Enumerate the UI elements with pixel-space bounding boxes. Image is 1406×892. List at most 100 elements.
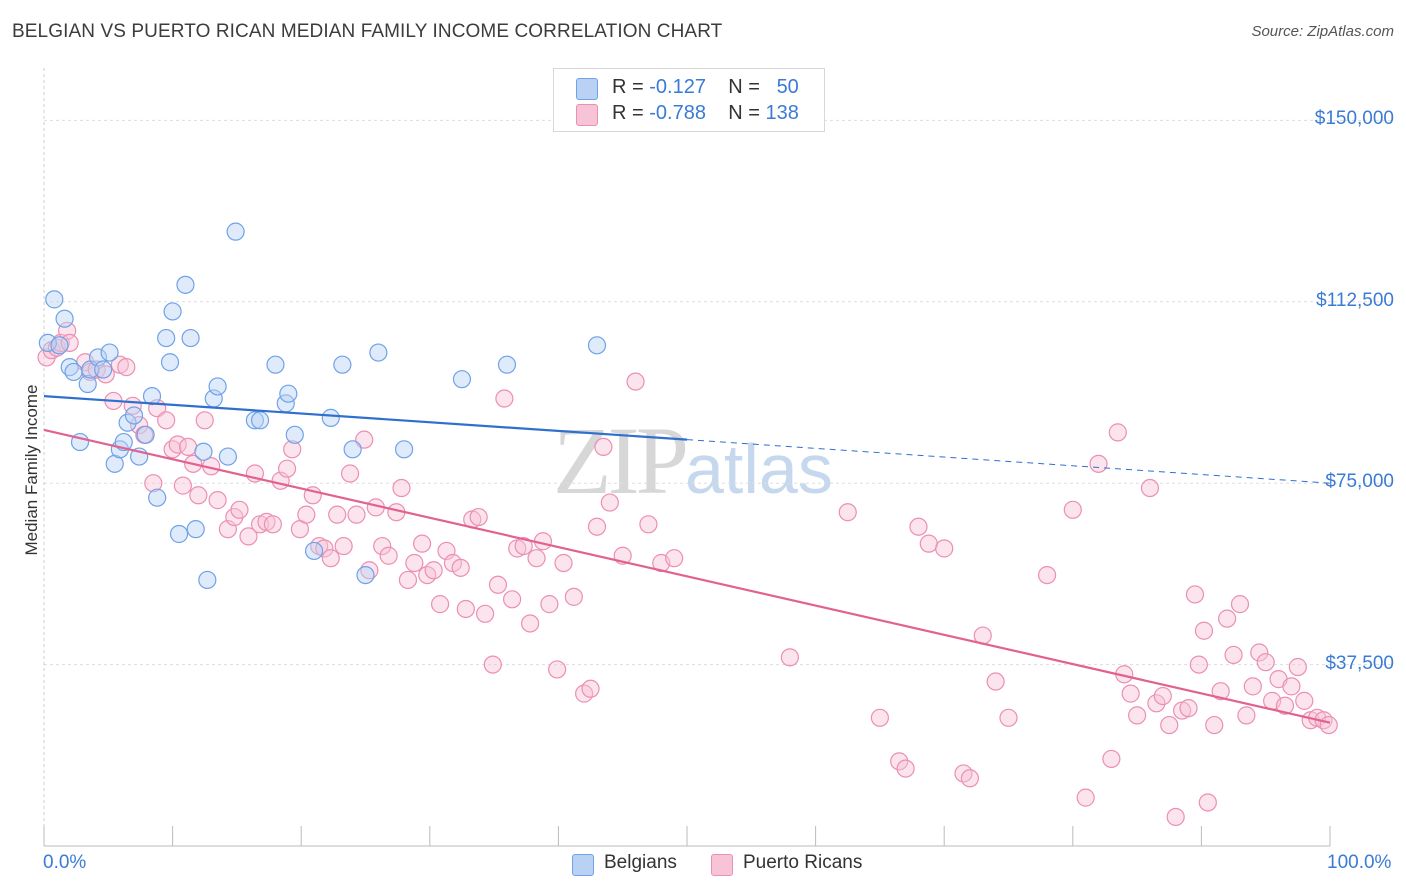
point-puerto-rican xyxy=(540,595,559,614)
point-puerto-rican xyxy=(1243,677,1262,696)
point-puerto-rican xyxy=(1140,478,1160,498)
series-belgians-points xyxy=(38,222,607,590)
point-belgian xyxy=(369,343,388,362)
point-puerto-rican xyxy=(195,411,214,430)
n-label: N = xyxy=(728,76,760,98)
trend-line-belgians xyxy=(43,395,688,441)
point-puerto-rican xyxy=(780,648,799,667)
point-belgian xyxy=(88,348,108,367)
point-belgian xyxy=(181,328,200,348)
watermark-atlas: atlas xyxy=(685,430,833,508)
point-puerto-rican xyxy=(178,437,198,457)
y-axis-label: Median Family Income xyxy=(22,384,41,556)
point-puerto-rican xyxy=(469,507,488,527)
point-puerto-rican xyxy=(1295,691,1314,710)
point-puerto-rican xyxy=(1275,696,1295,715)
point-puerto-rican xyxy=(430,595,450,614)
point-puerto-rican xyxy=(321,549,340,568)
y-tick-label: $75,000 xyxy=(1325,471,1394,493)
point-puerto-rican xyxy=(157,411,176,430)
point-puerto-rican xyxy=(935,539,954,558)
point-belgian xyxy=(100,343,119,362)
point-belgian xyxy=(148,488,167,507)
stats-legend: R = -0.127 N = 50 R = -0.788 N = 138 xyxy=(553,68,825,132)
point-puerto-rican xyxy=(334,536,353,556)
belgians-swatch xyxy=(572,854,594,876)
point-belgian xyxy=(160,353,180,372)
point-puerto-rican xyxy=(999,708,1018,727)
point-puerto-rican xyxy=(1224,645,1243,665)
point-puerto-rican xyxy=(283,440,302,459)
point-belgian xyxy=(94,360,113,379)
point-puerto-rican xyxy=(263,515,283,534)
point-belgian xyxy=(124,406,144,425)
point-puerto-rican xyxy=(639,515,658,534)
point-puerto-rican xyxy=(355,430,374,449)
point-belgian xyxy=(163,302,182,321)
point-belgian xyxy=(587,336,607,355)
point-puerto-rican xyxy=(173,476,192,495)
axes xyxy=(43,68,1331,847)
watermark-zip: ZIP xyxy=(553,407,689,514)
point-puerto-rican xyxy=(277,459,297,478)
point-puerto-rican xyxy=(896,759,915,778)
point-belgian xyxy=(333,355,352,374)
point-puerto-rican xyxy=(581,679,600,698)
point-puerto-rican xyxy=(548,660,567,679)
point-puerto-rican xyxy=(398,570,418,590)
point-belgian xyxy=(55,309,74,328)
point-puerto-rican xyxy=(1256,653,1275,672)
chart-title: BELGIAN VS PUERTO RICAN MEDIAN FAMILY IN… xyxy=(12,21,723,42)
point-puerto-rican xyxy=(392,478,411,498)
r-label: R = xyxy=(612,102,644,124)
point-belgian xyxy=(226,222,245,241)
point-belgian xyxy=(157,328,176,348)
y-tick-label: $150,000 xyxy=(1314,108,1394,130)
point-belgian xyxy=(218,447,237,466)
point-puerto-rican xyxy=(1179,699,1198,718)
y-tick-label: $112,500 xyxy=(1316,289,1394,311)
point-puerto-rican xyxy=(373,536,392,556)
point-belgian xyxy=(304,541,324,561)
point-puerto-rican xyxy=(594,437,613,457)
point-belgian xyxy=(394,440,414,459)
point-puerto-rican xyxy=(919,534,938,553)
point-puerto-rican xyxy=(838,503,857,522)
point-belgian xyxy=(176,275,195,294)
point-puerto-rican xyxy=(347,505,366,524)
r-label: R = xyxy=(612,76,644,98)
point-puerto-rican xyxy=(1160,715,1179,735)
series-puerto-ricans-points xyxy=(37,321,1338,827)
point-puerto-rican xyxy=(163,440,182,459)
point-belgian xyxy=(250,411,270,430)
point-puerto-rican xyxy=(297,505,316,524)
point-puerto-rican xyxy=(1211,682,1230,701)
point-puerto-rican xyxy=(1121,684,1140,703)
trend-line-belgians-extension xyxy=(686,439,1331,484)
point-puerto-rican xyxy=(1108,423,1127,442)
point-belgian xyxy=(45,290,64,309)
point-puerto-rican xyxy=(1127,706,1147,725)
point-belgian xyxy=(245,411,265,430)
point-puerto-rican xyxy=(475,604,495,623)
point-puerto-rican xyxy=(909,517,928,536)
point-belgian xyxy=(356,565,375,585)
point-puerto-rican xyxy=(189,486,208,505)
point-puerto-rican xyxy=(527,549,546,568)
x-tick-label-min: 0.0% xyxy=(43,852,87,873)
point-belgian xyxy=(169,524,189,544)
point-puerto-rican xyxy=(1089,454,1108,473)
series-legend: Belgians Puerto Ricans xyxy=(0,852,1406,882)
point-belgian xyxy=(38,333,57,352)
point-puerto-rican xyxy=(1194,621,1214,640)
n-value: 50 xyxy=(776,76,799,98)
point-belgian xyxy=(186,520,205,539)
point-puerto-rican xyxy=(208,491,227,510)
legend-label: Belgians xyxy=(604,852,677,873)
point-puerto-rican xyxy=(587,517,607,536)
point-belgian xyxy=(452,370,472,389)
legend-label: Puerto Ricans xyxy=(743,852,863,873)
point-puerto-rican xyxy=(1076,788,1095,807)
r-value: -0.788 xyxy=(649,102,706,124)
